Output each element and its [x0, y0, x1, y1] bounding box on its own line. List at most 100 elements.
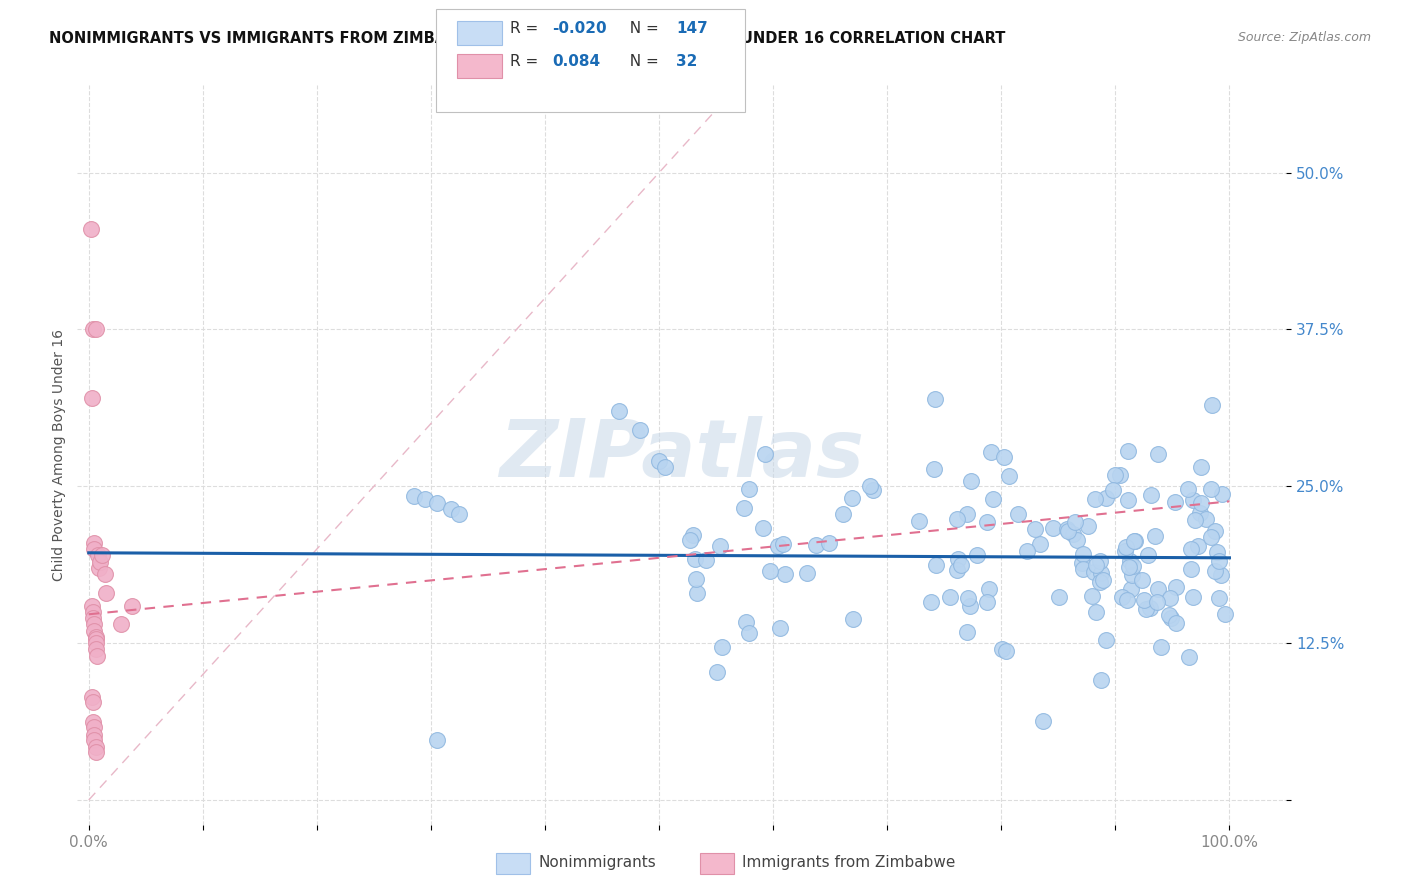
Point [804, 538, 827, 552]
Point [1201, 398, 1223, 412]
Point [1116, 444, 1139, 458]
Point [1180, 541, 1202, 556]
Point [1092, 573, 1115, 587]
Point [83, 535, 105, 549]
Point [1090, 566, 1112, 580]
Point [1208, 554, 1230, 568]
Point [426, 732, 449, 747]
Text: Source: ZipAtlas.com: Source: ZipAtlas.com [1237, 31, 1371, 45]
Point [859, 479, 882, 493]
Point [993, 450, 1015, 464]
Point [957, 591, 980, 605]
Point [754, 447, 776, 461]
Point [413, 491, 436, 506]
Point [759, 564, 782, 578]
Point [939, 590, 962, 604]
Point [925, 558, 948, 573]
Point [84, 745, 107, 759]
Point [1062, 527, 1084, 541]
Point [84, 740, 107, 755]
Point [1104, 467, 1126, 482]
Point [1090, 673, 1112, 687]
Text: R =: R = [510, 21, 544, 36]
Point [1007, 507, 1029, 521]
Point [949, 558, 972, 573]
Point [679, 533, 702, 547]
Point [93, 567, 115, 582]
Point [1085, 605, 1108, 619]
Point [426, 495, 449, 509]
Point [83, 617, 105, 632]
Point [1204, 564, 1226, 578]
Point [686, 586, 709, 600]
Point [955, 624, 977, 639]
Point [84, 322, 107, 336]
Point [1116, 493, 1139, 508]
Text: ZIPatlas: ZIPatlas [499, 416, 865, 494]
Point [945, 512, 967, 526]
Point [1119, 582, 1142, 596]
Point [981, 492, 1004, 507]
Point [83, 542, 105, 557]
Point [980, 444, 1002, 458]
Point [83, 732, 105, 747]
Point [1121, 568, 1143, 582]
Point [110, 617, 132, 632]
Point [1160, 611, 1182, 625]
Point [1206, 545, 1229, 559]
Point [735, 615, 758, 630]
Point [1159, 607, 1181, 622]
Point [1215, 607, 1237, 621]
Text: 32: 32 [676, 54, 697, 69]
Point [607, 404, 630, 418]
Point [924, 392, 946, 407]
Point [1164, 495, 1187, 509]
Point [1047, 590, 1070, 604]
Point [1133, 593, 1156, 607]
Point [1147, 582, 1170, 596]
Point [1109, 467, 1132, 482]
Point [89, 555, 111, 569]
Point [1123, 533, 1146, 548]
Point [1208, 591, 1230, 605]
Point [84, 632, 107, 647]
Point [738, 482, 761, 496]
Point [1032, 714, 1054, 729]
Point [831, 508, 853, 522]
Point [1146, 595, 1168, 609]
Point [1209, 567, 1232, 582]
Point [1182, 492, 1205, 507]
Point [1119, 554, 1142, 568]
Point [1136, 549, 1159, 563]
Point [768, 539, 790, 553]
Point [1081, 589, 1104, 603]
Point [1189, 506, 1212, 520]
Point [84, 642, 107, 657]
Point [711, 640, 734, 654]
Point [1211, 487, 1233, 501]
Text: NONIMMIGRANTS VS IMMIGRANTS FROM ZIMBABWE CHILD POVERTY AMONG BOYS UNDER 16 CORR: NONIMMIGRANTS VS IMMIGRANTS FROM ZIMBABW… [49, 31, 1005, 46]
Point [1140, 488, 1163, 502]
Point [1135, 601, 1157, 615]
Point [1077, 519, 1099, 533]
Point [87, 561, 110, 575]
Text: Nonimmigrants: Nonimmigrants [538, 855, 657, 870]
Point [91, 549, 114, 563]
Text: N =: N = [620, 54, 668, 69]
Point [1095, 491, 1118, 505]
Point [83, 624, 105, 638]
Point [84, 636, 107, 650]
Point [87, 549, 110, 563]
Point [1150, 640, 1173, 654]
Point [82, 599, 104, 613]
Point [737, 625, 759, 640]
Point [946, 552, 969, 566]
Point [82, 605, 104, 619]
Point [991, 641, 1014, 656]
Point [83, 720, 105, 734]
Text: 147: 147 [676, 21, 709, 36]
Point [1159, 591, 1181, 606]
Point [82, 392, 104, 406]
Point [1095, 633, 1118, 648]
Point [862, 483, 884, 498]
